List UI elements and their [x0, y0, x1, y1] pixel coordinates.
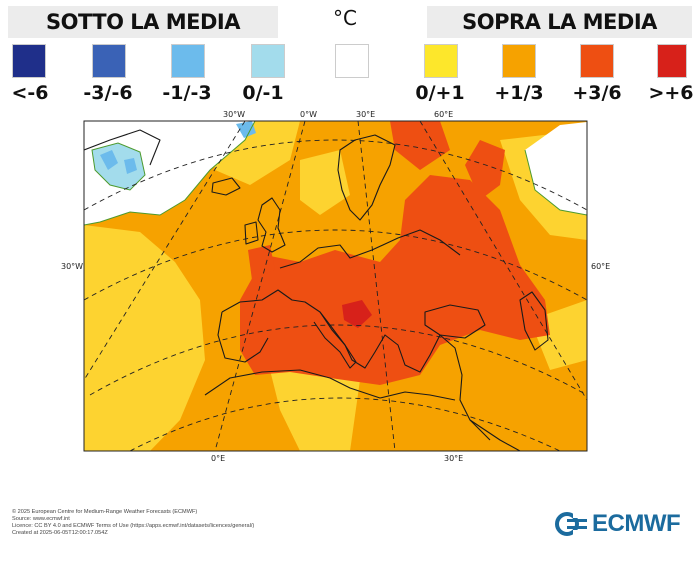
- lon-label-top: 0°W: [300, 110, 317, 119]
- legend-label: +3/6: [572, 82, 622, 104]
- field-above-0-1: [270, 360, 360, 451]
- legend-swatch: [580, 44, 614, 78]
- credit-line: © 2025 European Centre for Medium-Range …: [12, 509, 198, 515]
- ecmwf-logo-text: ECMWF: [592, 510, 681, 537]
- lon-label-bottom: 0°E: [211, 454, 225, 463]
- field-above-0-1: [300, 150, 350, 215]
- lon-label-bottom: 30°E: [444, 454, 463, 463]
- legend-swatch: [424, 44, 458, 78]
- ecmwf-logo-icon: [555, 512, 589, 536]
- field-below-1-3: [124, 158, 137, 174]
- legend-unit: °C: [333, 6, 357, 30]
- lat-label-right: 60°E: [591, 262, 610, 271]
- field-above-0-1: [84, 225, 205, 451]
- lon-label-top: 30°W: [223, 110, 245, 119]
- legend-label: +1/3: [494, 82, 544, 104]
- legend-label: 0/-1: [242, 82, 284, 104]
- field-above-3-6: [248, 245, 275, 280]
- field-near-normal: [525, 122, 587, 215]
- field-above-3-6: [390, 121, 450, 170]
- legend-swatch: [657, 44, 687, 78]
- field-above-3-6: [465, 140, 505, 200]
- legend-label: <-6: [11, 82, 49, 104]
- legend-title-below-average: SOTTO LA MEDIA: [8, 6, 278, 38]
- legend-swatch: [335, 44, 369, 78]
- legend-swatch: [12, 44, 46, 78]
- legend-title-above-average: SOPRA LA MEDIA: [427, 6, 692, 38]
- legend-label: -1/-3: [162, 82, 212, 104]
- legend-swatch: [502, 44, 536, 78]
- map-frame: [83, 120, 588, 452]
- ecmwf-logo: ECMWF: [555, 509, 687, 539]
- graticule: [84, 121, 587, 451]
- map-fields: [84, 121, 587, 451]
- lon-label-top: 60°E: [434, 110, 453, 119]
- coastlines: [84, 129, 549, 451]
- credit-line: Licence: CC BY 4.0 and ECMWF Terms of Us…: [12, 523, 255, 529]
- credit-line: Created at 2025-06-05T12:00:17.054Z: [12, 530, 108, 536]
- legend-swatch: [251, 44, 285, 78]
- legend-label: >+6: [648, 82, 694, 104]
- legend-swatch: [171, 44, 205, 78]
- field-below-1-3: [236, 121, 256, 138]
- field-below-1-3: [100, 150, 118, 170]
- lon-label-top: 30°E: [356, 110, 375, 119]
- legend-swatch: [92, 44, 126, 78]
- lat-label-left: 30°W: [61, 262, 83, 271]
- credit-line: Source: www.ecmwf.int: [12, 516, 70, 522]
- field-above-6: [342, 300, 372, 328]
- legend-label: -3/-6: [83, 82, 133, 104]
- legend-label: 0/+1: [415, 82, 465, 104]
- anomaly-contours: [84, 121, 587, 226]
- credits-block: © 2025 European Centre for Medium-Range …: [12, 509, 254, 537]
